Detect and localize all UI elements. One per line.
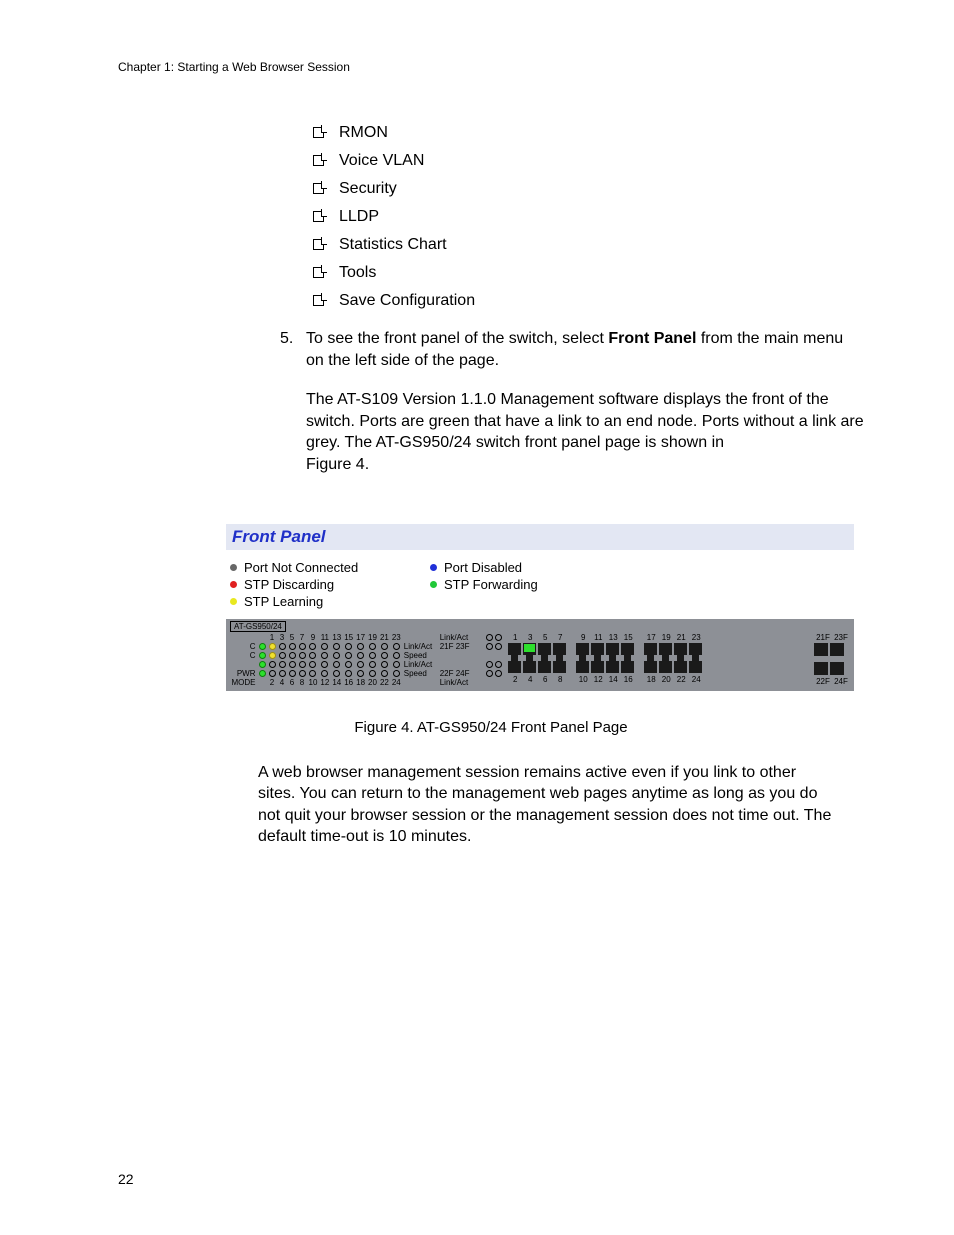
port [523,661,536,673]
legend-forwarding: STP Forwarding [430,577,630,592]
bullet-icon [313,127,324,138]
figure-caption: Figure 4. AT-GS950/24 Front Panel Page [118,719,864,736]
port [659,661,672,673]
bullet-item: Voice VLAN [313,152,864,170]
port [621,643,634,655]
bullet-item: Statistics Chart [313,236,864,254]
bullet-text: Statistics Chart [339,236,447,254]
port [644,661,657,673]
step-5: 5.To see the front panel of the switch, … [280,328,864,371]
legend-fwd-label: STP Forwarding [444,577,538,592]
port [689,661,702,673]
dot-discarding-icon [230,581,237,588]
legend-discarding: STP Discarding [230,577,430,592]
bottom-ports [508,661,802,673]
step5-before: To see the front panel of the switch, se… [306,330,608,347]
step-number: 5. [280,328,306,350]
top-port-numbers: 1357911131517192123 [508,633,802,642]
legend-learn-label: STP Learning [244,594,323,609]
bullet-item: Tools [313,264,864,282]
port [674,643,687,655]
legend-not-connected: Port Not Connected [230,560,430,575]
bullet-icon [313,155,324,166]
dot-not-connected-icon [230,564,237,571]
step-text: To see the front panel of the switch, se… [306,328,860,371]
paragraph-1: The AT-S109 Version 1.1.0 Management sof… [306,389,864,475]
legend-disc-label: STP Discarding [244,577,334,592]
para1-fig: Figure 4. [306,456,369,473]
dot-forwarding-icon [430,581,437,588]
chapter-header: Chapter 1: Starting a Web Browser Sessio… [118,60,864,74]
para1-text: The AT-S109 Version 1.1.0 Management sof… [306,391,864,451]
ports-area: 1357911131517192123 24681012141618202224 [508,633,802,685]
port [689,643,702,655]
front-panel-figure: Front Panel Port Not Connected Port Disa… [226,524,854,691]
legend-disabled: Port Disabled [430,560,630,575]
front-panel-legend: Port Not Connected Port Disabled STP Dis… [226,550,854,619]
legend-nc-label: Port Not Connected [244,560,358,575]
bullet-text: LLDP [339,208,379,226]
bullet-text: Tools [339,264,376,282]
bullet-item: Security [313,180,864,198]
bullet-item: Save Configuration [313,292,864,310]
switch-panel: AT-GS950/24 1357911131517192123CLink/Act… [226,619,854,691]
bullet-item: RMON [313,124,864,142]
port [523,643,536,655]
legend-learning: STP Learning [230,594,430,609]
port [591,661,604,673]
page-number: 22 [118,1171,134,1187]
mid-l3: 22F 24F [440,669,470,678]
sfp-top-nums: 21F23F [814,633,850,642]
bullet-text: Save Configuration [339,292,475,310]
sfp-bot-ports [814,662,850,675]
mid-l4: Link/Act [440,678,470,687]
port [644,643,657,655]
bottom-port-numbers: 24681012141618202224 [508,675,802,684]
mid-l2: 21F 23F [440,642,470,651]
mid-leds [486,633,502,678]
port [553,643,566,655]
sfp-area: 21F23F 22F24F [814,633,850,687]
top-ports [508,643,802,655]
port [591,643,604,655]
bullet-text: Security [339,180,397,198]
dot-disabled-icon [430,564,437,571]
port [606,661,619,673]
sfp-top-ports [814,643,850,656]
port [538,643,551,655]
bullet-icon [313,295,324,306]
bullet-list: RMON Voice VLAN Security LLDP Statistics Cha… [313,124,864,310]
bullet-icon [313,239,324,250]
port [674,661,687,673]
port [508,661,521,673]
led-matrix: 1357911131517192123CLink/ActCSpeedLink/A… [230,633,434,687]
bullet-text: Voice VLAN [339,152,424,170]
port [659,643,672,655]
bullet-icon [313,211,324,222]
sfp-bot-nums: 22F24F [814,677,850,686]
port [508,643,521,655]
bullet-text: RMON [339,124,388,142]
closing-paragraph: A web browser management session remains… [258,762,834,848]
mid-labels: Link/Act 21F 23F 22F 24F Link/Act [440,633,470,687]
mid-l1: Link/Act [440,633,470,642]
front-panel-title: Front Panel [226,524,854,550]
port [606,643,619,655]
port [576,661,589,673]
bullet-icon [313,267,324,278]
port [553,661,566,673]
legend-dis-label: Port Disabled [444,560,522,575]
step5-bold: Front Panel [608,330,696,347]
model-label: AT-GS950/24 [230,621,286,632]
bullet-item: LLDP [313,208,864,226]
port [576,643,589,655]
port [621,661,634,673]
dot-learning-icon [230,598,237,605]
port [538,661,551,673]
bullet-icon [313,183,324,194]
